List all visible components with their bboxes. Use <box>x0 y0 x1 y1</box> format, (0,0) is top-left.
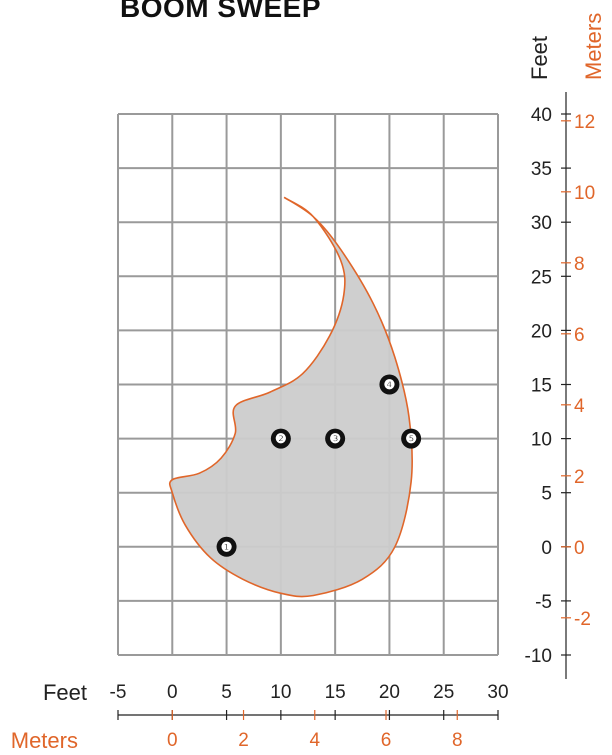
position-marker: ❺ <box>401 428 422 449</box>
markers: ❶ ❷ ❸ ❹ ❺ <box>216 374 422 557</box>
y-tick-label-feet: 5 <box>541 484 552 505</box>
y-axis-feet-title: Feet <box>527 36 552 80</box>
y-tick-label-feet: 30 <box>531 213 552 234</box>
y-tick-label-feet: -5 <box>535 592 552 613</box>
position-marker: ❸ <box>325 428 346 449</box>
y-tick-label-feet: 0 <box>541 538 552 559</box>
position-marker: ❶ <box>216 536 237 557</box>
x-axis: -5 0 5 10 15 20 25 30 0 2 4 6 8 <box>110 682 509 751</box>
marker-label: ❷ <box>275 431 287 446</box>
x-tick-label-meters: 6 <box>381 730 392 751</box>
x-tick-label-feet: 5 <box>221 682 232 703</box>
marker-label: ❹ <box>384 377 396 392</box>
y-tick-label-feet: 25 <box>531 267 552 288</box>
x-tick-label-feet: -5 <box>110 682 127 703</box>
marker-dot <box>216 536 237 557</box>
x-axis-feet-title: Feet <box>43 680 87 705</box>
position-marker: ❷ <box>270 428 291 449</box>
x-tick-label-feet: 20 <box>379 682 400 703</box>
x-tick-label-feet: 10 <box>270 682 291 703</box>
y-tick-label-meters: 12 <box>574 112 595 133</box>
x-tick-label-feet: 15 <box>325 682 346 703</box>
y-tick-label-meters: 8 <box>574 254 585 275</box>
y-tick-label-meters: 10 <box>574 183 595 204</box>
chart-title: BOOM SWEEP <box>120 0 322 23</box>
y-tick-label-feet: 20 <box>531 321 552 342</box>
x-axis-meters-title: Meters <box>11 728 78 753</box>
y-tick-label-feet: 35 <box>531 159 552 180</box>
y-tick-label-feet: 15 <box>531 376 552 397</box>
y-tick-label-meters: 2 <box>574 467 585 488</box>
x-tick-label-meters: 4 <box>309 730 320 751</box>
y-tick-label-meters: 6 <box>574 325 585 346</box>
y-tick-label-meters: 0 <box>574 538 585 559</box>
y-tick-label-feet: 10 <box>531 430 552 451</box>
x-tick-label-feet: 30 <box>487 682 508 703</box>
marker-dot <box>325 428 346 449</box>
marker-label: ❶ <box>221 539 233 554</box>
y-axis: -10 -5 0 5 10 15 20 25 30 35 40 -2 0 2 4 6 8 10 12 <box>525 92 595 679</box>
y-tick-label-feet: 40 <box>531 105 552 126</box>
y-tick-label-meters: -2 <box>574 609 591 630</box>
position-marker: ❹ <box>379 374 400 395</box>
y-tick-label-meters: 4 <box>574 396 585 417</box>
x-tick-label-meters: 0 <box>167 730 178 751</box>
x-tick-label-feet: 0 <box>167 682 178 703</box>
marker-label: ❺ <box>405 431 417 446</box>
x-tick-label-meters: 2 <box>238 730 249 751</box>
marker-dot <box>401 428 422 449</box>
sweep-area <box>168 196 414 598</box>
y-axis-meters-title: Meters <box>581 13 606 80</box>
x-tick-label-feet: 25 <box>433 682 454 703</box>
marker-dot <box>379 374 400 395</box>
y-tick-label-feet: -10 <box>525 646 552 667</box>
marker-dot <box>270 428 291 449</box>
x-tick-label-meters: 8 <box>452 730 463 751</box>
marker-label: ❸ <box>329 431 341 446</box>
